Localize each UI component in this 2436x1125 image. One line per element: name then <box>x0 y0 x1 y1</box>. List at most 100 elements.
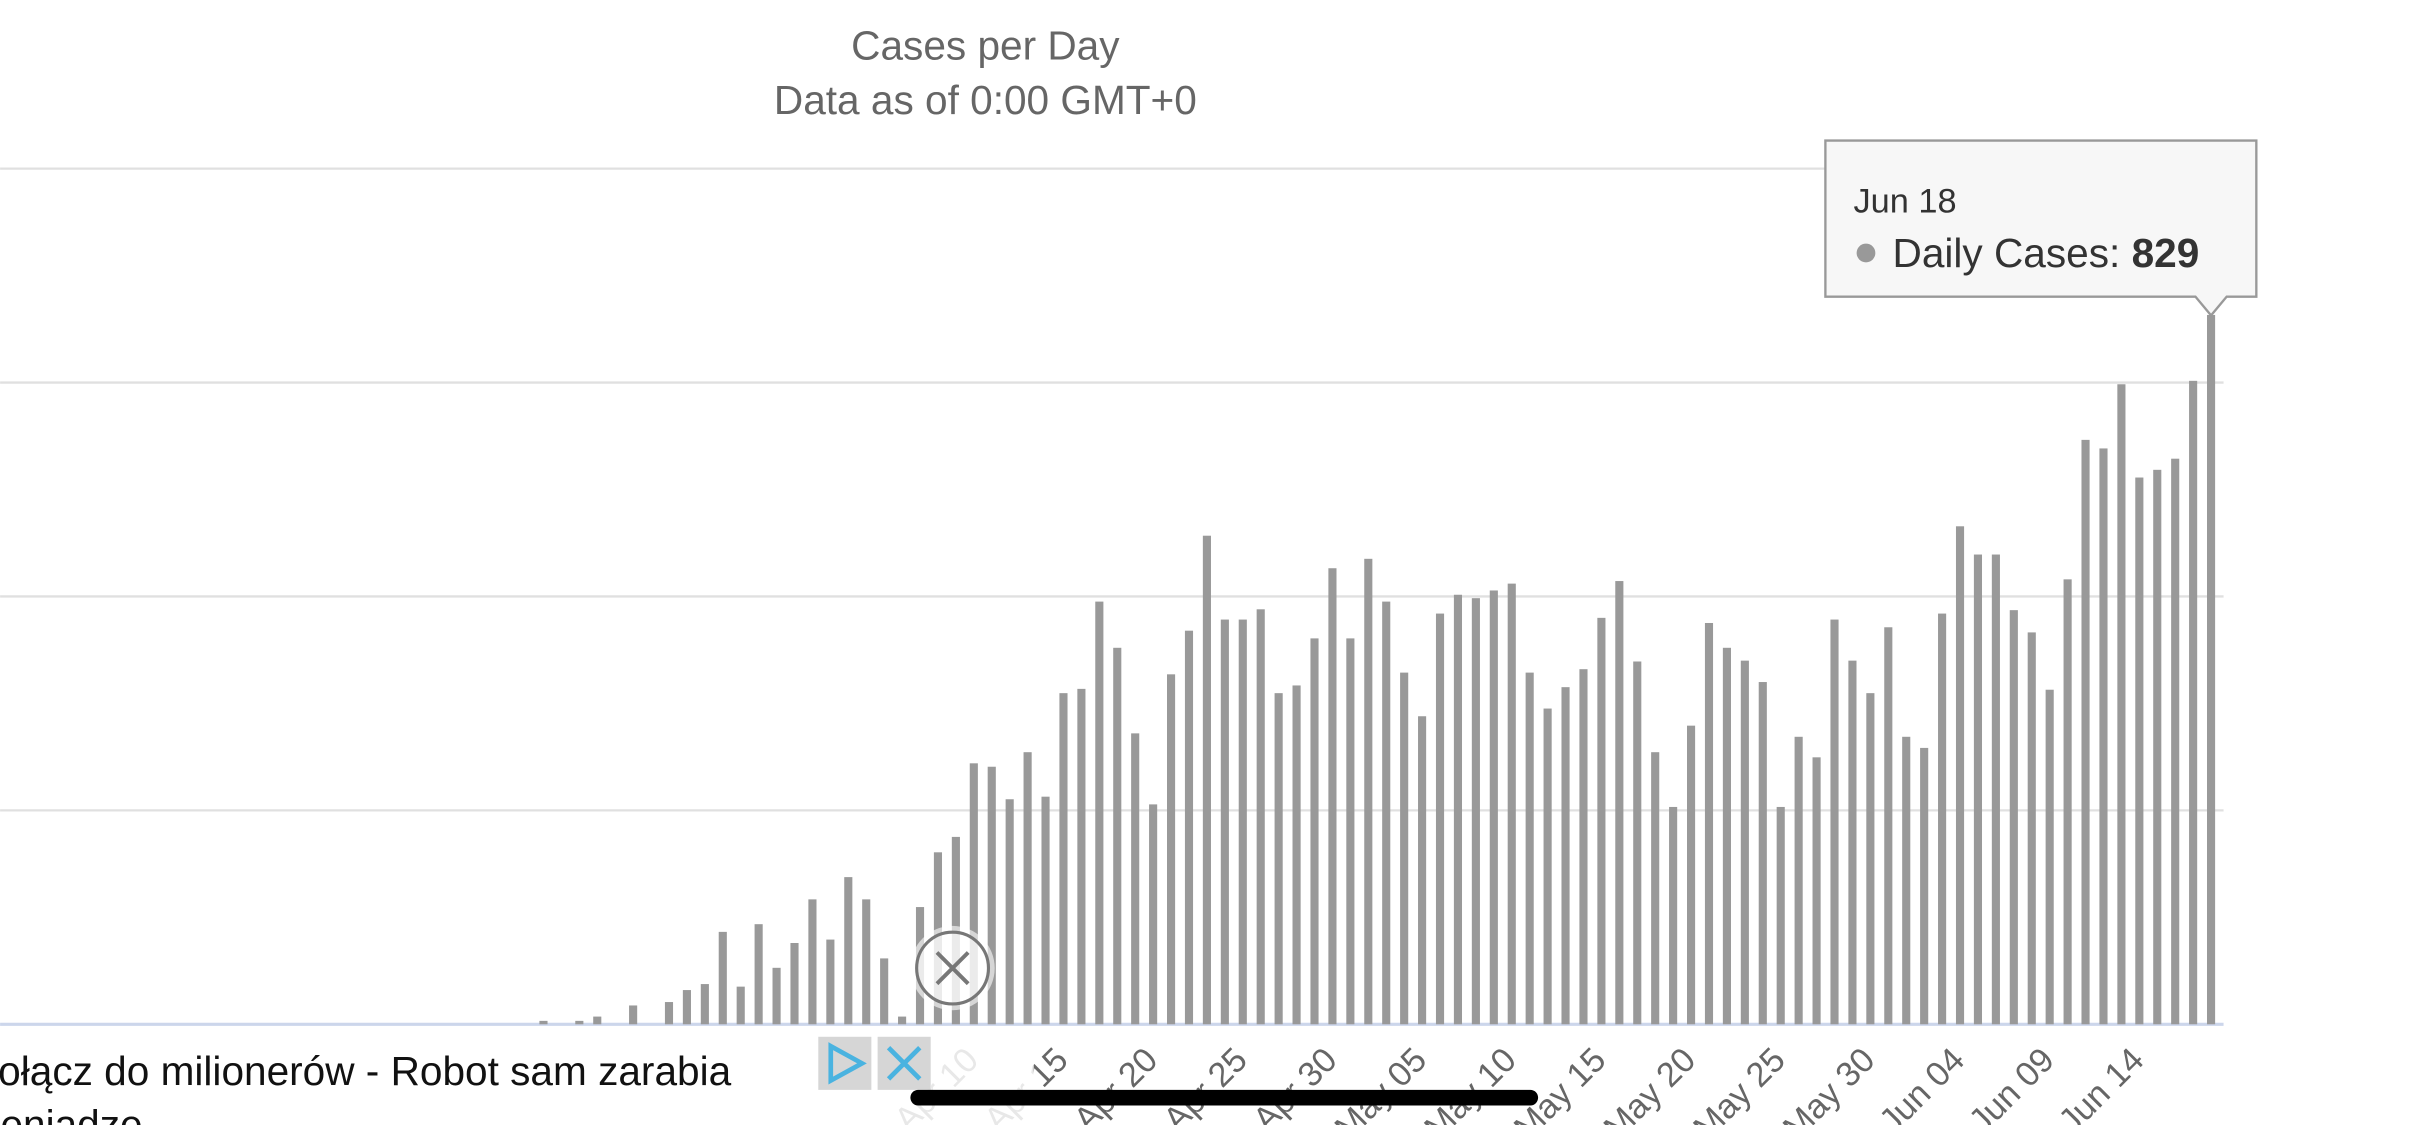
bar <box>1113 647 1122 1025</box>
bar <box>1669 806 1678 1025</box>
bar <box>1149 804 1158 1025</box>
bar <box>880 958 889 1025</box>
bar <box>2027 632 2036 1025</box>
tooltip-dot <box>1856 243 1876 263</box>
bar <box>1579 669 1588 1025</box>
bar <box>826 939 835 1025</box>
bar <box>1095 601 1104 1025</box>
bar <box>898 1016 907 1025</box>
bar <box>1023 752 1032 1025</box>
bar <box>2081 439 2090 1025</box>
bar <box>1059 693 1068 1025</box>
bar <box>1973 554 1983 1025</box>
bar <box>1830 619 1839 1025</box>
bar <box>1471 598 1480 1025</box>
ad-text[interactable]: pieniądze <box>0 1101 143 1125</box>
bar <box>1202 535 1211 1025</box>
bar <box>2009 610 2018 1025</box>
bar <box>987 766 996 1025</box>
bar <box>1704 622 1714 1025</box>
bar <box>1812 757 1821 1025</box>
bar <box>1776 806 1785 1025</box>
ad-text[interactable]: Dołącz do milionerów - Robot sam zarabia <box>0 1048 732 1094</box>
bar <box>1131 733 1140 1025</box>
bar <box>593 1016 602 1025</box>
bar <box>1884 627 1893 1025</box>
bar <box>2135 477 2144 1025</box>
bar <box>1561 687 1570 1025</box>
bar <box>718 931 727 1025</box>
bar <box>1328 568 1337 1025</box>
bar <box>1166 674 1176 1025</box>
bar <box>1418 716 1427 1025</box>
bar <box>682 990 691 1025</box>
bar <box>2153 469 2162 1025</box>
bar <box>1382 601 1391 1025</box>
bar <box>2171 458 2180 1025</box>
bar <box>2117 384 2126 1025</box>
tooltip-value: 829 <box>2132 230 2200 276</box>
bar <box>754 924 763 1025</box>
bar <box>2063 579 2072 1025</box>
bar <box>1866 693 1875 1025</box>
bar <box>1453 594 1463 1025</box>
tooltip-title: Jun 18 <box>1853 182 1956 220</box>
bar <box>1077 688 1086 1025</box>
bar <box>736 986 745 1025</box>
bar <box>1005 799 1014 1025</box>
bar <box>1794 736 1803 1025</box>
bar <box>1364 558 1373 1025</box>
bar <box>2099 448 2108 1025</box>
bar <box>1292 685 1301 1025</box>
chart-title: Cases per Day <box>851 22 1120 68</box>
bar <box>1722 647 1731 1025</box>
bar <box>1346 638 1355 1025</box>
tooltip-box <box>1824 139 2258 318</box>
bar <box>1220 619 1229 1025</box>
bar <box>808 899 817 1025</box>
bar <box>1489 590 1498 1025</box>
bar <box>1525 672 1534 1025</box>
ad-banner[interactable]: Dołącz do milionerów - Robot sam zarabia… <box>0 1030 1034 1125</box>
tooltip-label: Daily Cases: <box>1893 230 2121 276</box>
ad-close-icon <box>886 1046 922 1081</box>
bar <box>1633 661 1642 1025</box>
bar <box>1920 747 1929 1025</box>
bar <box>1938 613 1947 1025</box>
bar <box>2189 380 2198 1025</box>
bar <box>1686 725 1696 1025</box>
bars <box>539 314 2216 1025</box>
close-x <box>935 951 970 986</box>
bar <box>1400 672 1409 1025</box>
close-button[interactable] <box>910 925 995 1011</box>
bar <box>1902 736 1911 1025</box>
bar <box>1507 583 1516 1025</box>
bar <box>539 1020 548 1025</box>
bar <box>1991 554 2000 1025</box>
bar <box>664 1002 674 1025</box>
tooltip-text: Daily Cases: 829 <box>1893 230 2200 276</box>
bar <box>1238 619 1247 1025</box>
bar <box>1597 617 1606 1025</box>
bar <box>1041 796 1050 1025</box>
bar <box>862 899 871 1025</box>
bar <box>1615 581 1624 1025</box>
bar <box>1274 693 1283 1025</box>
bar <box>629 1005 638 1025</box>
bar <box>1310 638 1319 1025</box>
bar <box>1435 613 1445 1025</box>
bar <box>2045 689 2054 1025</box>
bar <box>969 763 978 1025</box>
bar <box>1184 630 1194 1025</box>
bar <box>1740 660 1749 1025</box>
tooltip: Jun 18 Daily Cases: 829 <box>1824 139 2258 318</box>
bar <box>1651 752 1660 1025</box>
bar <box>772 967 781 1025</box>
ad-play-icon <box>828 1042 867 1085</box>
bar <box>1543 708 1552 1025</box>
bar <box>700 984 709 1025</box>
bar <box>1758 682 1767 1025</box>
bar <box>790 943 799 1025</box>
